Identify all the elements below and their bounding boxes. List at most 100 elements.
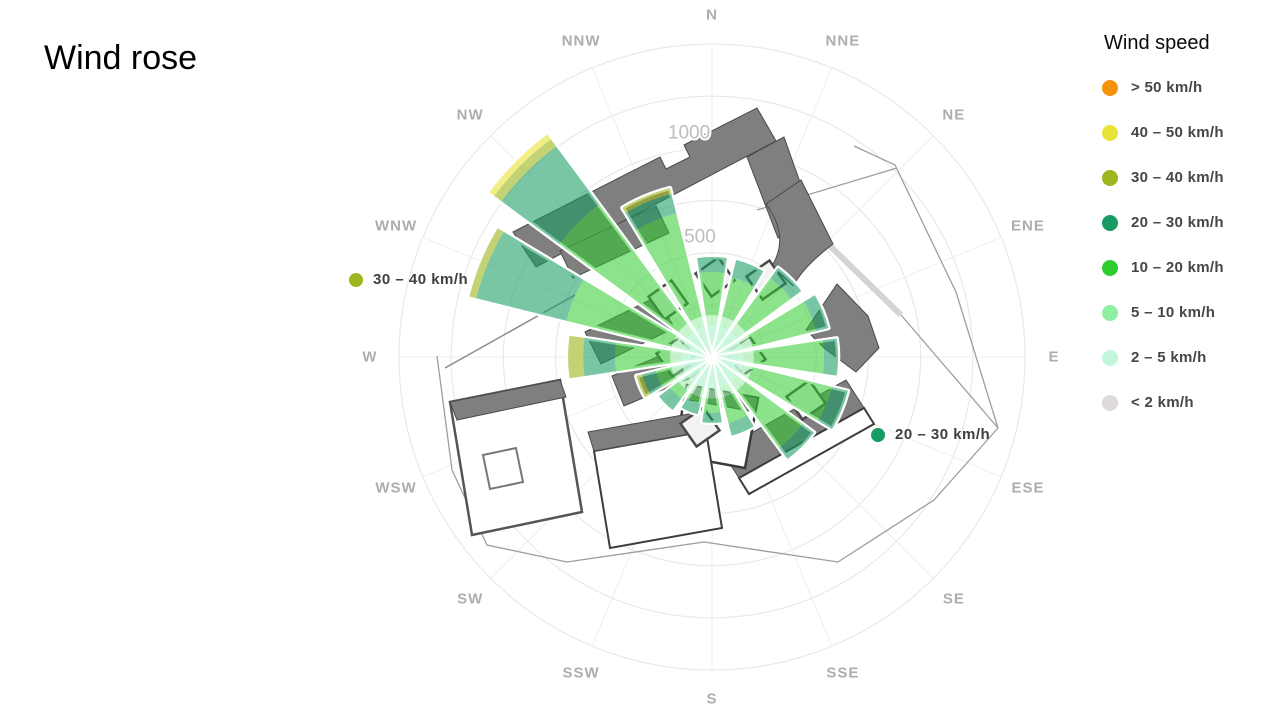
legend-item[interactable]: 5 – 10 km/h bbox=[1102, 290, 1278, 335]
petal-segment[interactable] bbox=[697, 256, 727, 273]
petal-segment[interactable] bbox=[728, 415, 754, 436]
petal-segment[interactable] bbox=[707, 364, 717, 389]
legend-label: 10 – 20 km/h bbox=[1131, 259, 1224, 276]
petal-segment[interactable] bbox=[659, 387, 682, 410]
petal-segment[interactable] bbox=[818, 387, 848, 430]
legend-swatch-icon bbox=[1102, 394, 1118, 411]
petal-segment[interactable] bbox=[681, 398, 701, 415]
petal-segment[interactable] bbox=[635, 213, 702, 322]
petal-segment[interactable] bbox=[622, 188, 672, 213]
wind-rose-petal-s[interactable] bbox=[700, 356, 724, 426]
petal-segment[interactable] bbox=[747, 301, 816, 347]
petal-segment[interactable] bbox=[695, 326, 711, 351]
petal-segment[interactable] bbox=[730, 323, 746, 339]
petal-segment[interactable] bbox=[568, 335, 585, 379]
petal-segment[interactable] bbox=[476, 231, 584, 321]
petal-segment[interactable] bbox=[655, 367, 677, 387]
petal-segment[interactable] bbox=[707, 325, 717, 350]
petal-segment[interactable] bbox=[671, 364, 686, 379]
petal-segment[interactable] bbox=[681, 358, 706, 374]
legend-item[interactable]: 30 – 40 km/h bbox=[1102, 155, 1278, 200]
compass-label-nw: NW bbox=[457, 107, 484, 124]
petal-segment[interactable] bbox=[738, 335, 753, 350]
petal-segment[interactable] bbox=[566, 279, 677, 347]
petal-segment[interactable] bbox=[614, 342, 671, 372]
petal-segment[interactable] bbox=[716, 361, 738, 383]
petal-segment[interactable] bbox=[722, 392, 747, 423]
petal-segment[interactable] bbox=[678, 375, 694, 391]
petal-segment[interactable] bbox=[730, 375, 746, 391]
wind-rose-petal-sse[interactable] bbox=[710, 356, 756, 438]
petal-segment[interactable] bbox=[718, 340, 743, 356]
petal-segment[interactable] bbox=[736, 278, 791, 333]
petal-segment[interactable] bbox=[670, 350, 681, 364]
petal-segment[interactable] bbox=[719, 316, 734, 331]
petal-segment[interactable] bbox=[708, 349, 712, 356]
petal-segment[interactable] bbox=[625, 194, 677, 231]
petal-segment[interactable] bbox=[690, 383, 705, 398]
petal-segment[interactable] bbox=[703, 398, 721, 413]
petal-segment[interactable] bbox=[583, 337, 616, 377]
legend-item[interactable]: 10 – 20 km/h bbox=[1102, 245, 1278, 290]
petal-segment[interactable] bbox=[770, 267, 802, 299]
legend-item[interactable]: < 2 km/h bbox=[1102, 380, 1278, 425]
compass-label-nnw: NNW bbox=[562, 33, 601, 50]
legend-label: 5 – 10 km/h bbox=[1131, 304, 1216, 321]
petal-segment[interactable] bbox=[686, 331, 708, 353]
legend-item[interactable]: 40 – 50 km/h bbox=[1102, 110, 1278, 155]
petal-segment[interactable] bbox=[747, 367, 833, 421]
petal-segment[interactable] bbox=[738, 364, 753, 379]
wind-rose-petal-nw[interactable] bbox=[487, 132, 714, 359]
legend-label: < 2 km/h bbox=[1131, 394, 1194, 411]
petal-segment[interactable] bbox=[687, 392, 702, 404]
petal-segment[interactable] bbox=[494, 139, 557, 202]
petal-segment[interactable] bbox=[678, 323, 694, 339]
legend-item[interactable]: 20 – 30 km/h bbox=[1102, 200, 1278, 245]
compass-label-n: N bbox=[706, 7, 718, 24]
petal-segment[interactable] bbox=[743, 350, 754, 364]
annotation-label: 30 – 40 km/h bbox=[373, 271, 469, 288]
petal-segment[interactable] bbox=[705, 315, 719, 326]
petal-segment[interactable] bbox=[718, 358, 743, 374]
petal-segment[interactable] bbox=[736, 381, 803, 448]
petal-segment[interactable] bbox=[642, 371, 663, 395]
wind-rose-petal-nnw[interactable] bbox=[620, 185, 714, 358]
legend-title: Wind speed bbox=[1104, 32, 1210, 54]
petal-segment[interactable] bbox=[680, 352, 705, 362]
petal-segment[interactable] bbox=[686, 361, 708, 383]
petal-segment[interactable] bbox=[731, 260, 764, 287]
petal-segment[interactable] bbox=[713, 363, 729, 388]
petal-segment[interactable] bbox=[716, 331, 738, 353]
building-footprint-outline bbox=[592, 429, 724, 550]
petal-segment[interactable] bbox=[695, 363, 711, 388]
petal-segment[interactable] bbox=[822, 338, 839, 376]
petal-segment[interactable] bbox=[699, 272, 725, 316]
petal-segment[interactable] bbox=[501, 146, 600, 245]
petal-segment[interactable] bbox=[719, 352, 744, 362]
legend-item[interactable]: 2 – 5 km/h bbox=[1102, 335, 1278, 380]
petal-segment[interactable] bbox=[559, 204, 688, 333]
legend-swatch-icon bbox=[1102, 349, 1118, 366]
legend-item[interactable]: > 50 km/h bbox=[1102, 65, 1278, 110]
petal-segment[interactable] bbox=[670, 381, 688, 399]
petal-segment[interactable] bbox=[705, 388, 719, 399]
legend-swatch-icon bbox=[1102, 304, 1118, 321]
petal-segment[interactable] bbox=[702, 412, 722, 423]
annotation-dot-icon bbox=[871, 427, 885, 442]
petal-segment[interactable] bbox=[636, 374, 651, 398]
petal-segment[interactable] bbox=[713, 326, 729, 351]
petal-segment[interactable] bbox=[489, 134, 551, 196]
petal-segment[interactable] bbox=[719, 383, 734, 398]
petal-segment[interactable] bbox=[690, 316, 705, 331]
petal-segment[interactable] bbox=[671, 335, 686, 350]
legend-swatch-icon bbox=[1102, 169, 1118, 186]
petal-segment[interactable] bbox=[722, 277, 755, 322]
petal-segment[interactable] bbox=[803, 295, 829, 332]
petal-segment[interactable] bbox=[779, 424, 814, 459]
petal-segment[interactable] bbox=[469, 228, 504, 299]
wind-rose-petal-ne[interactable] bbox=[710, 265, 804, 359]
petal-segment[interactable] bbox=[753, 340, 825, 374]
petal-segment[interactable] bbox=[681, 340, 706, 356]
site-boundary-line bbox=[900, 314, 999, 429]
building-courtyard bbox=[481, 446, 525, 491]
